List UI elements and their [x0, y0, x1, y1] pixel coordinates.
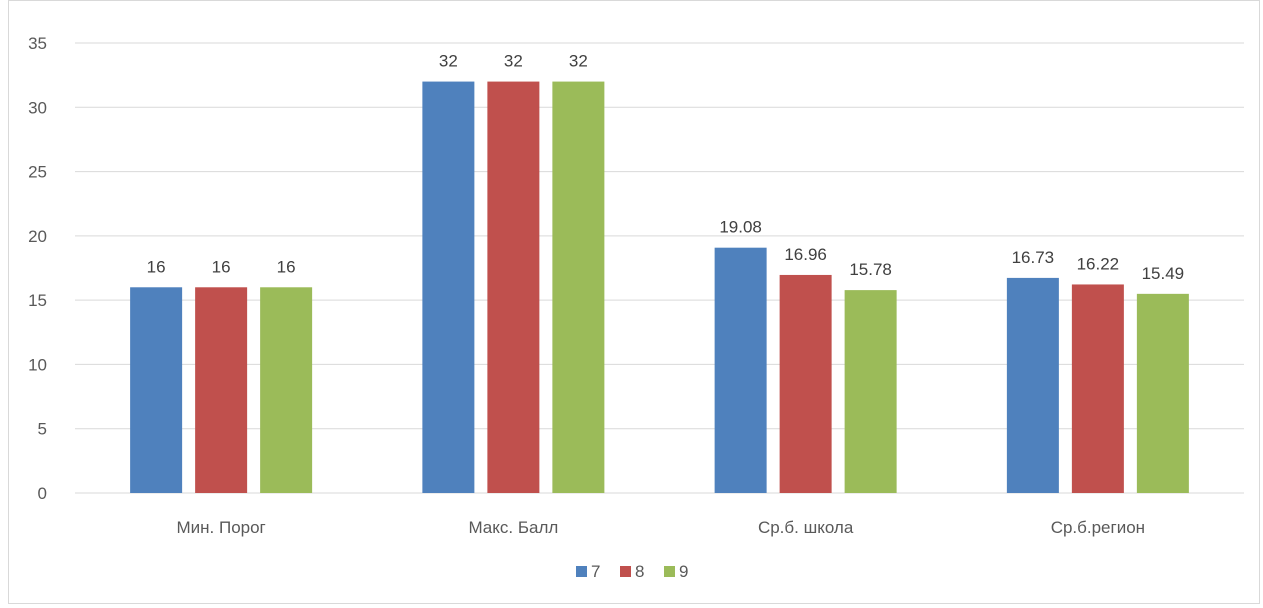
bar-series-8-3: [1071, 284, 1124, 493]
bar-series-8-2: [779, 274, 832, 493]
bar-series-8-0: [195, 287, 248, 493]
data-label: 16.73: [1012, 248, 1055, 267]
bar-series-7-3: [1006, 277, 1059, 493]
legend-label: 7: [591, 562, 600, 581]
y-tick-label: 20: [28, 227, 47, 246]
data-label: 16.22: [1077, 254, 1120, 273]
y-axis-ticks: 0 5 10 15 20 25 30 35: [28, 34, 47, 503]
bar-series-7-1: [422, 81, 475, 494]
bar-series-9-0: [260, 287, 313, 493]
bar-series-8-1: [487, 81, 540, 494]
category-label: Мин. Порог: [176, 518, 265, 537]
bars: [130, 81, 1189, 494]
y-tick-label: 5: [38, 420, 47, 439]
x-axis-categories: Мин. Порог Макс. Балл Ср.б. школа Ср.б.реги…: [176, 518, 1145, 537]
bar-series-9-2: [844, 290, 897, 493]
y-tick-label: 30: [28, 98, 47, 117]
bar-series-7-2: [714, 247, 767, 493]
data-label: 15.78: [849, 260, 892, 279]
data-label: 32: [569, 52, 588, 71]
data-label: 15.49: [1142, 264, 1185, 283]
category-label: Ср.б. школа: [758, 518, 854, 537]
data-label: 16: [212, 257, 231, 276]
data-label: 32: [504, 52, 523, 71]
y-tick-label: 10: [28, 355, 47, 374]
legend: 7 8 9: [576, 562, 688, 581]
y-tick-label: 0: [38, 484, 47, 503]
data-label: 16.96: [784, 245, 827, 264]
data-labels: 16 16 16 32 32 32 19.08 16.96 15.78 16.73 16.22 15.…: [147, 52, 1184, 283]
data-label: 32: [439, 52, 458, 71]
bar-series-9-1: [552, 81, 605, 494]
y-tick-label: 25: [28, 163, 47, 182]
data-label: 16: [147, 257, 166, 276]
legend-swatch: [664, 566, 675, 577]
category-label: Ср.б.регион: [1051, 518, 1145, 537]
legend-swatch: [576, 566, 587, 577]
gridlines: [75, 42, 1244, 494]
data-label: 16: [277, 257, 296, 276]
y-tick-label: 35: [28, 34, 47, 53]
bar-series-7-0: [130, 287, 183, 493]
bar-series-9-3: [1136, 293, 1189, 493]
legend-label: 9: [679, 562, 688, 581]
category-label: Макс. Балл: [468, 518, 558, 537]
data-label: 19.08: [719, 218, 762, 237]
legend-label: 8: [635, 562, 644, 581]
legend-swatch: [620, 566, 631, 577]
y-tick-label: 15: [28, 291, 47, 310]
